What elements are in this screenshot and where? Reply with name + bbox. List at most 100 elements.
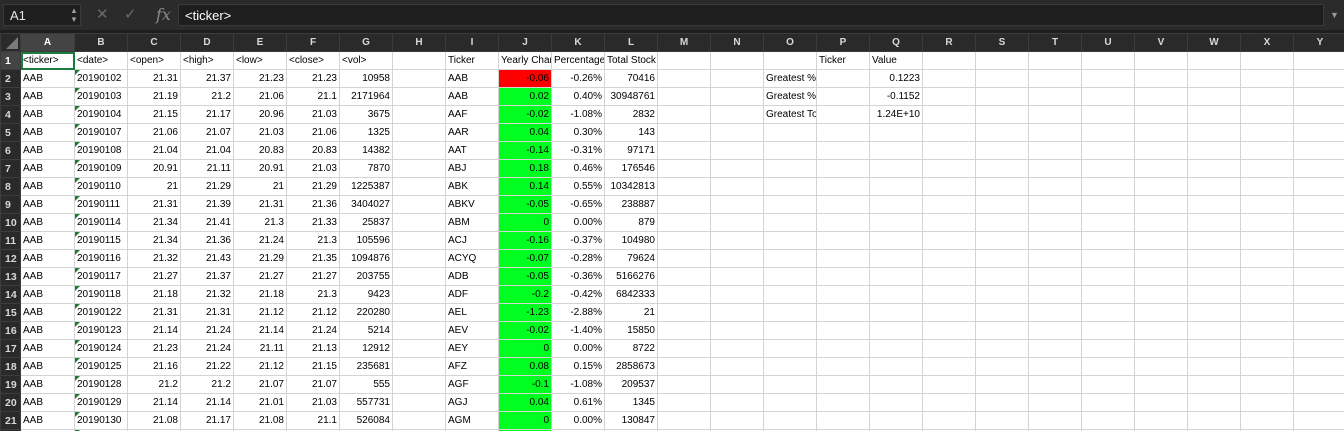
column-header-w[interactable]: W <box>1187 33 1241 52</box>
cell-h17[interactable] <box>392 339 446 358</box>
cell-g6[interactable]: 14382 <box>339 141 393 160</box>
cell-d2[interactable]: 21.37 <box>180 69 234 88</box>
cell-p3[interactable] <box>816 87 870 106</box>
cell-p16[interactable] <box>816 321 870 340</box>
cell-v13[interactable] <box>1134 267 1188 286</box>
cell-d12[interactable]: 21.43 <box>180 249 234 268</box>
cell-u15[interactable] <box>1081 303 1135 322</box>
cell-i6[interactable]: AAT <box>445 141 499 160</box>
cell-m7[interactable] <box>657 159 711 178</box>
cell-i1[interactable]: Ticker <box>445 51 499 70</box>
cell-e14[interactable]: 21.18 <box>233 285 287 304</box>
cell-o13[interactable] <box>763 267 817 286</box>
cell-m19[interactable] <box>657 375 711 394</box>
cell-s5[interactable] <box>975 123 1029 142</box>
cell-e16[interactable]: 21.14 <box>233 321 287 340</box>
cell-s2[interactable] <box>975 69 1029 88</box>
cell-u6[interactable] <box>1081 141 1135 160</box>
cell-y9[interactable] <box>1293 195 1344 214</box>
cell-i4[interactable]: AAF <box>445 105 499 124</box>
cell-o18[interactable] <box>763 357 817 376</box>
cell-b12[interactable]: 20190116 <box>74 249 128 268</box>
cell-l15[interactable]: 21 <box>604 303 658 322</box>
cell-g17[interactable]: 12912 <box>339 339 393 358</box>
cell-r16[interactable] <box>922 321 976 340</box>
cell-y5[interactable] <box>1293 123 1344 142</box>
cell-v11[interactable] <box>1134 231 1188 250</box>
cell-x20[interactable] <box>1240 393 1294 412</box>
cell-m16[interactable] <box>657 321 711 340</box>
cell-y2[interactable] <box>1293 69 1344 88</box>
cell-p18[interactable] <box>816 357 870 376</box>
cell-c6[interactable]: 21.04 <box>127 141 181 160</box>
cell-q9[interactable] <box>869 195 923 214</box>
column-header-t[interactable]: T <box>1028 33 1082 52</box>
cell-n5[interactable] <box>710 123 764 142</box>
cell-q12[interactable] <box>869 249 923 268</box>
cell-i14[interactable]: ADF <box>445 285 499 304</box>
cell-u8[interactable] <box>1081 177 1135 196</box>
cell-y20[interactable] <box>1293 393 1344 412</box>
cell-w15[interactable] <box>1187 303 1241 322</box>
cell-o7[interactable] <box>763 159 817 178</box>
cell-o5[interactable] <box>763 123 817 142</box>
cell-x1[interactable] <box>1240 51 1294 70</box>
row-header-1[interactable]: 1 <box>0 51 21 70</box>
cell-a16[interactable]: AAB <box>20 321 75 340</box>
cell-n6[interactable] <box>710 141 764 160</box>
cell-m4[interactable] <box>657 105 711 124</box>
cell-w14[interactable] <box>1187 285 1241 304</box>
cell-d8[interactable]: 21.29 <box>180 177 234 196</box>
cell-j18[interactable]: 0.08 <box>498 357 552 376</box>
cell-u12[interactable] <box>1081 249 1135 268</box>
cell-u3[interactable] <box>1081 87 1135 106</box>
cell-q8[interactable] <box>869 177 923 196</box>
cell-y21[interactable] <box>1293 411 1344 430</box>
cell-s15[interactable] <box>975 303 1029 322</box>
cell-e11[interactable]: 21.24 <box>233 231 287 250</box>
cell-e17[interactable]: 21.11 <box>233 339 287 358</box>
row-header-8[interactable]: 8 <box>0 177 21 196</box>
cell-p17[interactable] <box>816 339 870 358</box>
cell-f2[interactable]: 21.23 <box>286 69 340 88</box>
column-header-d[interactable]: D <box>180 33 234 52</box>
cell-c15[interactable]: 21.31 <box>127 303 181 322</box>
cell-p19[interactable] <box>816 375 870 394</box>
cell-a1[interactable]: <ticker> <box>20 51 75 70</box>
cell-n21[interactable] <box>710 411 764 430</box>
cell-o10[interactable] <box>763 213 817 232</box>
cell-k16[interactable]: -1.40% <box>551 321 605 340</box>
cell-g9[interactable]: 3404027 <box>339 195 393 214</box>
cell-g15[interactable]: 220280 <box>339 303 393 322</box>
cell-i20[interactable]: AGJ <box>445 393 499 412</box>
cell-g16[interactable]: 5214 <box>339 321 393 340</box>
cell-q5[interactable] <box>869 123 923 142</box>
cell-y4[interactable] <box>1293 105 1344 124</box>
cell-l7[interactable]: 176546 <box>604 159 658 178</box>
cell-c7[interactable]: 20.91 <box>127 159 181 178</box>
cell-o15[interactable] <box>763 303 817 322</box>
cell-i3[interactable]: AAB <box>445 87 499 106</box>
cell-w17[interactable] <box>1187 339 1241 358</box>
cell-h3[interactable] <box>392 87 446 106</box>
cell-r6[interactable] <box>922 141 976 160</box>
cell-y1[interactable] <box>1293 51 1344 70</box>
cell-x13[interactable] <box>1240 267 1294 286</box>
cell-n20[interactable] <box>710 393 764 412</box>
cell-o9[interactable] <box>763 195 817 214</box>
cell-s6[interactable] <box>975 141 1029 160</box>
cell-k4[interactable]: -1.08% <box>551 105 605 124</box>
cell-s8[interactable] <box>975 177 1029 196</box>
cell-w2[interactable] <box>1187 69 1241 88</box>
cell-v19[interactable] <box>1134 375 1188 394</box>
cell-k8[interactable]: 0.55% <box>551 177 605 196</box>
cell-v3[interactable] <box>1134 87 1188 106</box>
cell-o20[interactable] <box>763 393 817 412</box>
cell-f1[interactable]: <close> <box>286 51 340 70</box>
cell-w11[interactable] <box>1187 231 1241 250</box>
cell-w21[interactable] <box>1187 411 1241 430</box>
cell-p2[interactable] <box>816 69 870 88</box>
cell-l3[interactable]: 30948761 <box>604 87 658 106</box>
cell-f8[interactable]: 21.29 <box>286 177 340 196</box>
cell-p10[interactable] <box>816 213 870 232</box>
